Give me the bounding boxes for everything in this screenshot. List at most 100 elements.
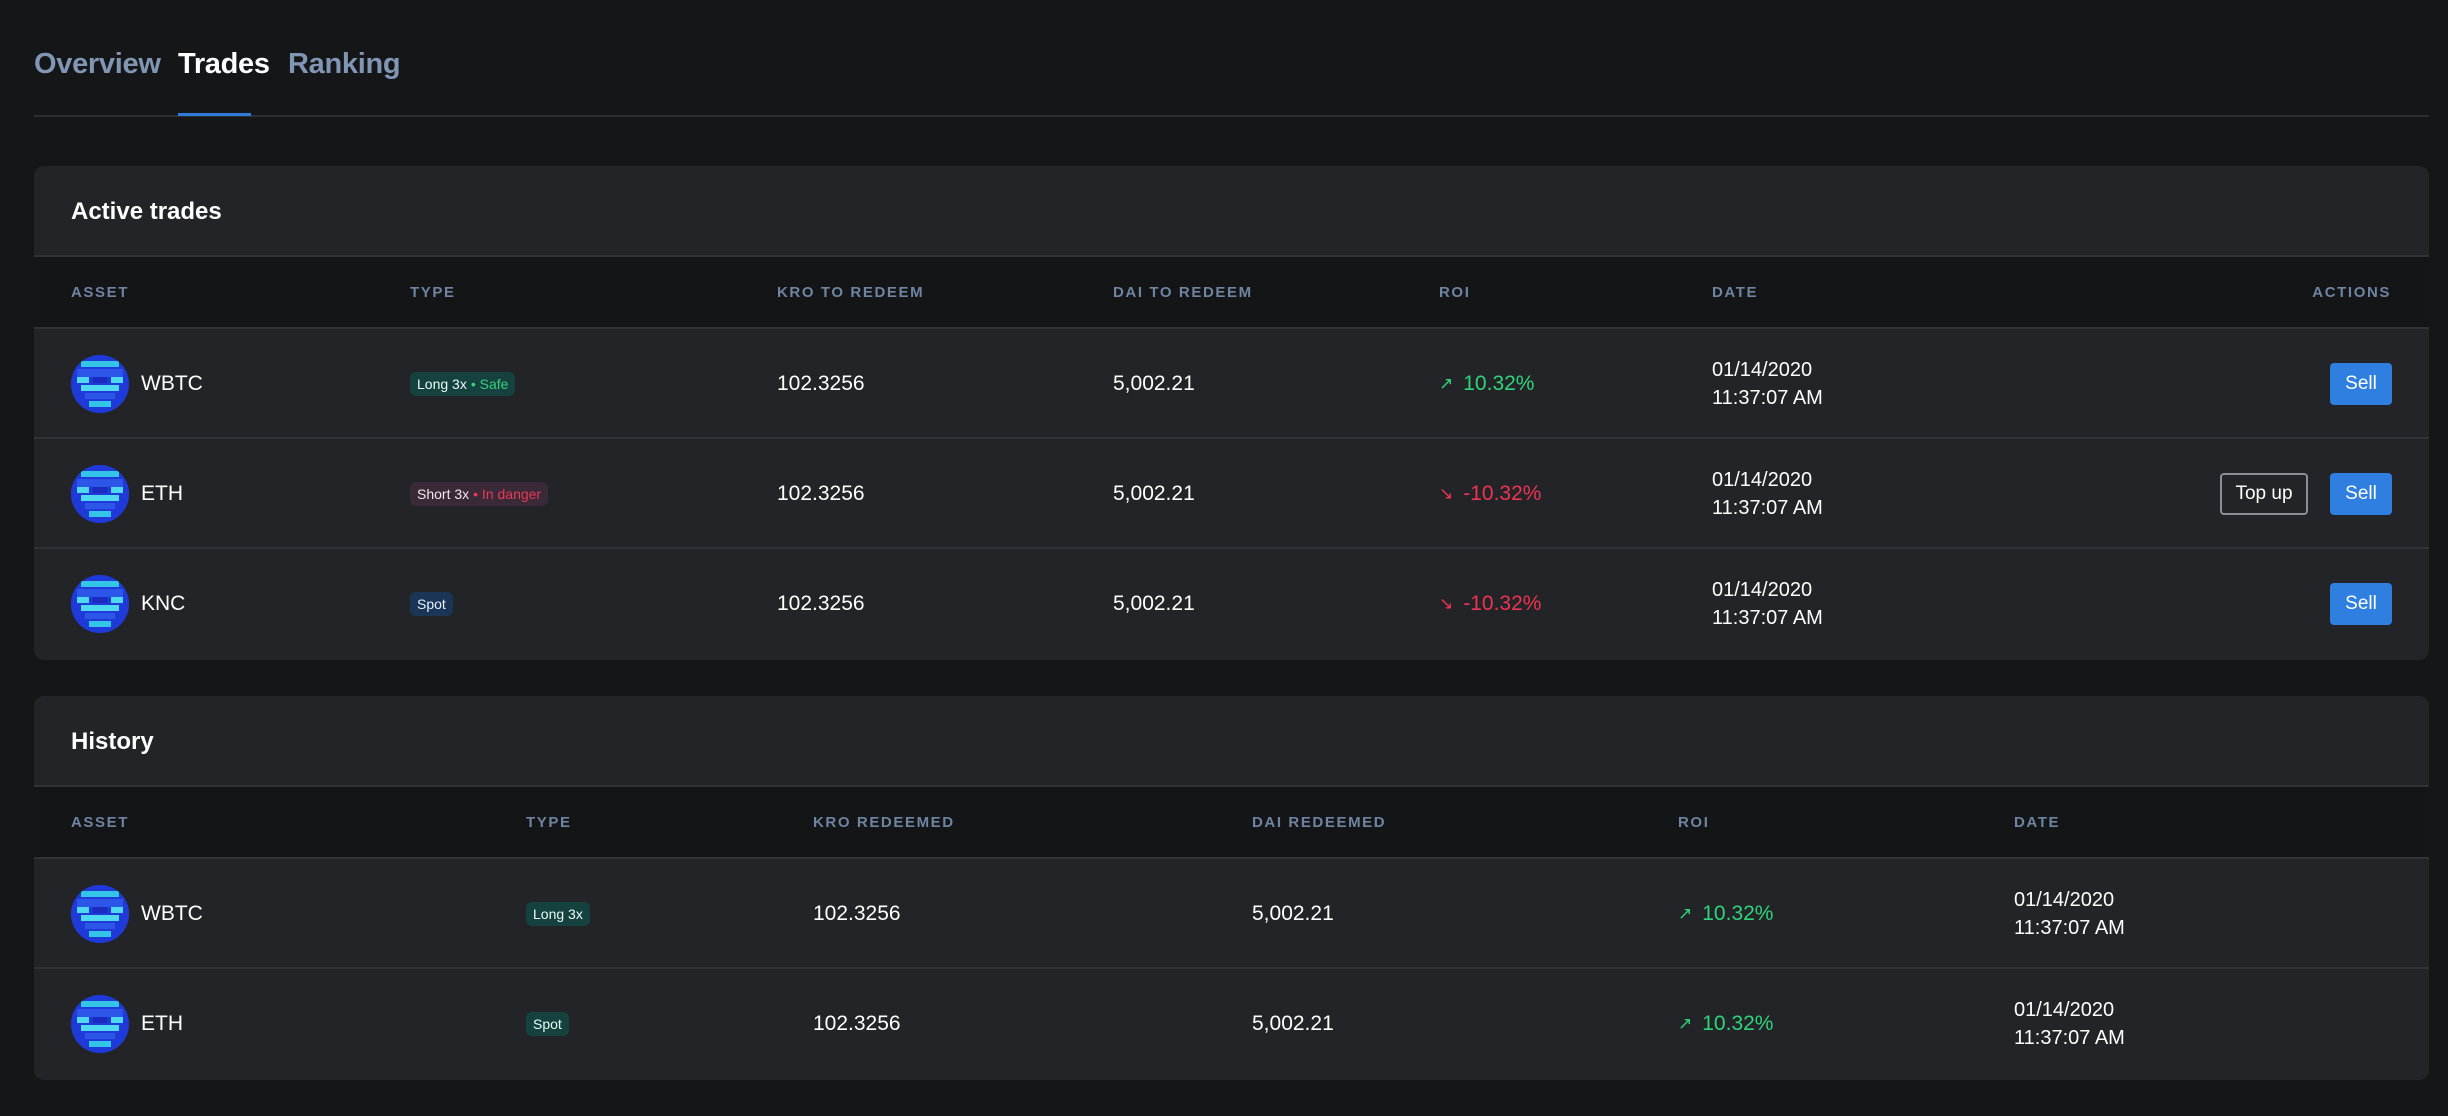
- column-header-date: DATE: [1712, 284, 1759, 301]
- roi-value: -10.32%: [1463, 482, 1542, 505]
- column-header-type: TYPE: [526, 814, 572, 831]
- type-badge: Short 3x • In danger: [410, 482, 549, 506]
- column-header-date: DATE: [2014, 814, 2061, 831]
- type-badge: Spot: [526, 1012, 569, 1036]
- type-cell: Spot: [410, 549, 453, 659]
- table-row: WBTC Long 3x 102.3256 5,002.21 ↗ 10.32% 01/14/…: [34, 859, 2429, 969]
- roi-cell: ↗ 10.32%: [1678, 969, 1773, 1079]
- arrow-up-right-icon: ↗: [1678, 1014, 1693, 1033]
- column-header-kro: KRO REDEEMED: [813, 814, 955, 831]
- arrow-down-right-icon: ↘: [1439, 594, 1454, 613]
- pixel-avatar-icon: [71, 995, 129, 1053]
- type-badge: Long 3x • Safe: [410, 372, 516, 396]
- column-header-dai: DAI REDEEMED: [1252, 814, 1387, 831]
- active-tab-indicator: [178, 113, 251, 116]
- type-cell: Long 3x • Safe: [410, 329, 516, 439]
- history-title: History: [34, 696, 2429, 787]
- column-header-roi: ROI: [1678, 814, 1710, 831]
- roi-cell: ↘ -10.32%: [1439, 439, 1541, 549]
- kro-value: 102.3256: [777, 372, 865, 395]
- arrow-up-right-icon: ↗: [1678, 904, 1693, 923]
- type-cell: Short 3x • In danger: [410, 439, 549, 549]
- kro-value: 102.3256: [813, 902, 901, 925]
- status-label: • Safe: [470, 376, 509, 392]
- type-label: Long 3x: [533, 906, 583, 922]
- table-row: WBTC Long 3x • Safe 102.3256 5,002.21 ↗ 10.32%…: [34, 329, 2429, 439]
- type-label: Short 3x: [417, 486, 470, 502]
- dai-value: 5,002.21: [1252, 902, 1334, 925]
- table-row: ETH Short 3x • In danger 102.3256 5,002.21 ↘ -…: [34, 439, 2429, 549]
- asset-cell: KNC: [71, 549, 185, 659]
- history-panel: History ASSET TYPE KRO REDEEMED DAI REDE…: [34, 696, 2429, 1080]
- pixel-avatar-icon: [71, 885, 129, 943]
- date-value: 01/14/2020: [1712, 579, 1813, 601]
- active-trades-title: Active trades: [34, 166, 2429, 257]
- status-label: • In danger: [473, 486, 542, 502]
- date-value: 01/14/2020: [1712, 469, 1813, 491]
- dai-value: 5,002.21: [1113, 592, 1195, 615]
- roi-cell: ↗ 10.32%: [1678, 859, 1773, 969]
- asset-name: ETH: [141, 1012, 183, 1035]
- table-row: ETH Spot 102.3256 5,002.21 ↗ 10.32% 01/14/2020…: [34, 969, 2429, 1079]
- tab-overview[interactable]: Overview: [34, 48, 161, 80]
- column-header-asset: ASSET: [71, 814, 130, 831]
- time-value: 11:37:07 AM: [1712, 387, 1823, 409]
- sell-button[interactable]: Sell: [2330, 363, 2392, 405]
- kro-value: 102.3256: [777, 592, 865, 615]
- type-badge: Long 3x: [526, 902, 590, 926]
- time-value: 11:37:07 AM: [1712, 497, 1823, 519]
- asset-cell: ETH: [71, 439, 183, 549]
- roi-value: 10.32%: [1702, 1012, 1774, 1035]
- type-badge: Spot: [410, 592, 453, 616]
- column-header-roi: ROI: [1439, 284, 1471, 301]
- arrow-up-right-icon: ↗: [1439, 374, 1454, 393]
- type-label: Spot: [533, 1016, 562, 1032]
- asset-name: WBTC: [141, 372, 203, 395]
- roi-cell: ↗ 10.32%: [1439, 329, 1534, 439]
- dai-value: 5,002.21: [1113, 372, 1195, 395]
- roi-value: 10.32%: [1702, 902, 1774, 925]
- pixel-avatar-icon: [71, 465, 129, 523]
- date-cell: 01/14/2020 11:37:07 AM: [2014, 969, 2125, 1079]
- dai-value: 5,002.21: [1113, 482, 1195, 505]
- column-header-kro: KRO TO REDEEM: [777, 284, 925, 301]
- roi-value: -10.32%: [1463, 592, 1542, 615]
- column-header-actions: ACTIONS: [2312, 284, 2391, 301]
- kro-value: 102.3256: [813, 1012, 901, 1035]
- date-cell: 01/14/2020 11:37:07 AM: [1712, 329, 1823, 439]
- date-value: 01/14/2020: [2014, 889, 2115, 911]
- sell-button[interactable]: Sell: [2330, 583, 2392, 625]
- column-header-dai: DAI TO REDEEM: [1113, 284, 1253, 301]
- date-value: 01/14/2020: [1712, 359, 1813, 381]
- date-cell: 01/14/2020 11:37:07 AM: [1712, 439, 1823, 549]
- date-cell: 01/14/2020 11:37:07 AM: [1712, 549, 1823, 659]
- dai-value: 5,002.21: [1252, 1012, 1334, 1035]
- tab-trades[interactable]: Trades: [178, 48, 270, 80]
- time-value: 11:37:07 AM: [1712, 607, 1823, 629]
- column-header-type: TYPE: [410, 284, 456, 301]
- roi-value: 10.32%: [1463, 372, 1535, 395]
- type-cell: Long 3x: [526, 859, 590, 969]
- active-trades-header: ASSET TYPE KRO TO REDEEM DAI TO REDEEM R…: [34, 257, 2429, 329]
- sell-button[interactable]: Sell: [2330, 473, 2392, 515]
- asset-cell: WBTC: [71, 329, 203, 439]
- type-label: Spot: [417, 596, 446, 612]
- asset-name: KNC: [141, 592, 186, 615]
- tab-bar: Overview Trades Ranking: [34, 0, 2429, 117]
- tab-ranking[interactable]: Ranking: [288, 48, 401, 80]
- asset-name: ETH: [141, 482, 183, 505]
- roi-cell: ↘ -10.32%: [1439, 549, 1541, 659]
- column-header-asset: ASSET: [71, 284, 130, 301]
- date-cell: 01/14/2020 11:37:07 AM: [2014, 859, 2125, 969]
- history-header: ASSET TYPE KRO REDEEMED DAI REDEEMED ROI…: [34, 787, 2429, 859]
- asset-cell: ETH: [71, 969, 183, 1079]
- arrow-down-right-icon: ↘: [1439, 484, 1454, 503]
- top-up-button[interactable]: Top up: [2220, 473, 2308, 515]
- date-value: 01/14/2020: [2014, 999, 2115, 1021]
- time-value: 11:37:07 AM: [2014, 1027, 2125, 1049]
- time-value: 11:37:07 AM: [2014, 917, 2125, 939]
- table-row: KNC Spot 102.3256 5,002.21 ↘ -10.32% 01/14/202…: [34, 549, 2429, 659]
- active-trades-panel: Active trades ASSET TYPE KRO TO REDEEM D…: [34, 166, 2429, 660]
- kro-value: 102.3256: [777, 482, 865, 505]
- asset-cell: WBTC: [71, 859, 203, 969]
